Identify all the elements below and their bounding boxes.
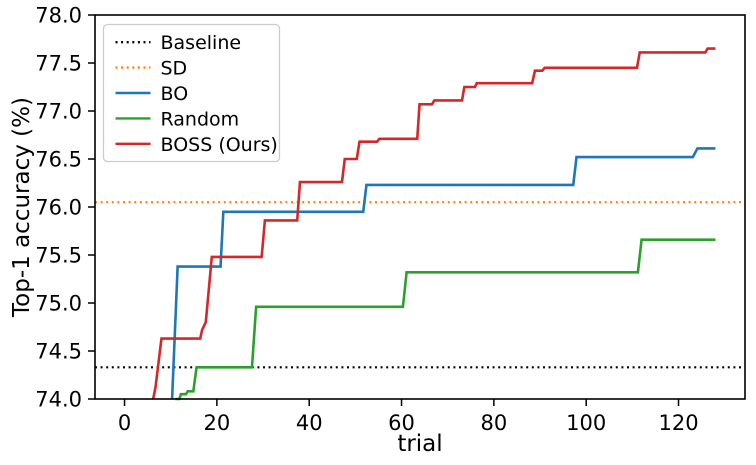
x-axis-label: trial [397, 431, 443, 457]
legend-box [102, 23, 281, 163]
legend-item-label: Random [161, 108, 240, 130]
y-tick-label: 75.5 [35, 244, 82, 268]
x-tick-label: 0 [118, 411, 131, 435]
series-line-bo [170, 147, 716, 400]
legend-item-label: BOSS (Ours) [161, 134, 278, 156]
x-tick-label: 40 [296, 411, 323, 435]
y-tick-label: 77.5 [35, 52, 82, 76]
x-tick-label: 20 [204, 411, 231, 435]
x-tick-label: 80 [480, 411, 507, 435]
y-tick-label: 75.0 [35, 292, 82, 316]
y-tick-label: 74.0 [35, 388, 82, 412]
x-tick-label: 120 [658, 411, 698, 435]
x-tick-label: 60 [388, 411, 415, 435]
legend-item-label: Baseline [161, 32, 242, 54]
plot-frame [94, 14, 746, 400]
y-axis-label: Top-1 accuracy (%) [9, 97, 35, 317]
x-tick-label: 100 [566, 411, 606, 435]
legend-item-label: SD [161, 58, 188, 80]
legend-item-label: BO [161, 83, 189, 105]
y-tick-label: 76.5 [35, 148, 82, 172]
y-tick-label: 74.5 [35, 340, 82, 364]
series-line-random [175, 238, 716, 401]
y-tick-label: 77.0 [35, 100, 82, 124]
series-line-boss-ours- [151, 47, 716, 400]
y-tick-label: 78.0 [35, 4, 82, 28]
y-tick-label: 76.0 [35, 196, 82, 220]
